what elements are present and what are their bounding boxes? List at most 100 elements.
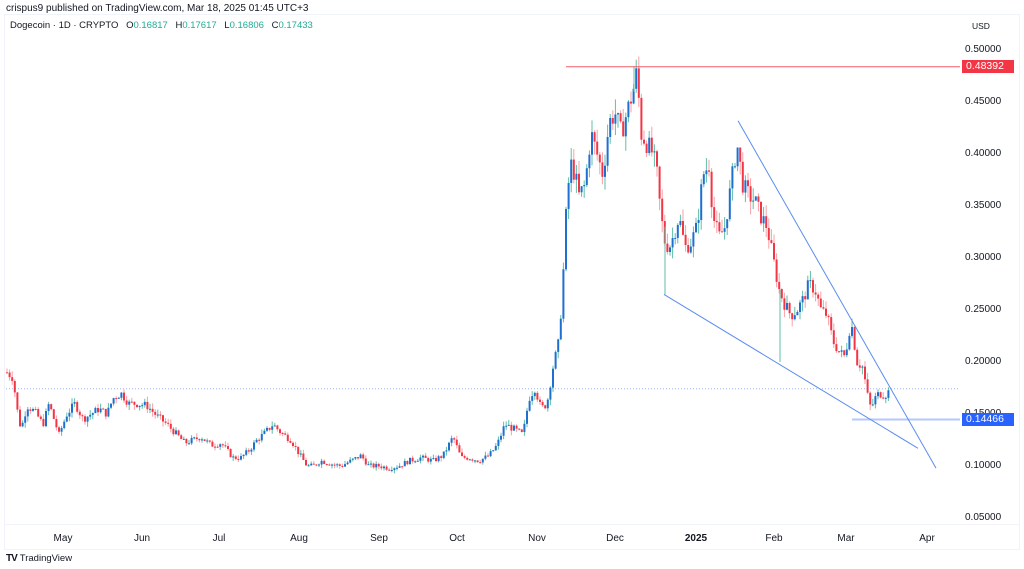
candle-body	[89, 414, 92, 417]
candle-body	[258, 439, 261, 441]
candle-body	[453, 438, 456, 440]
candle-body	[877, 392, 879, 397]
candle-body	[299, 453, 302, 455]
candle-body	[583, 185, 586, 187]
candle-body	[325, 464, 328, 466]
candle-body	[427, 457, 430, 462]
candle-body	[741, 161, 744, 193]
candle-body	[528, 400, 531, 411]
candle-body	[635, 68, 638, 89]
candle-body	[640, 97, 643, 140]
candle-body	[307, 465, 310, 467]
candle-body	[570, 159, 573, 183]
price-tick-label: 0.45000	[965, 96, 1002, 107]
candle-body	[481, 458, 484, 463]
candle-body	[203, 439, 206, 441]
candle-body	[362, 454, 365, 459]
candle-body	[736, 147, 739, 167]
candle-body	[372, 463, 375, 468]
candle-body	[377, 463, 380, 467]
candle-body	[364, 458, 367, 465]
candle-body	[26, 409, 29, 417]
candle-body	[151, 408, 154, 412]
candle-body	[684, 234, 687, 246]
candle-body	[398, 466, 401, 468]
candle-body	[471, 459, 474, 461]
candle-body	[177, 430, 180, 436]
price-tick-label: 0.25000	[965, 304, 1002, 315]
currency-label[interactable]: USD	[972, 21, 990, 31]
candle-body	[396, 467, 398, 469]
candle-body	[476, 460, 479, 463]
candle-body	[697, 220, 700, 223]
candle-body	[227, 446, 229, 449]
candle-body	[650, 137, 653, 153]
candle-body	[804, 296, 807, 300]
candle-body	[721, 231, 723, 233]
candle-body	[214, 446, 216, 448]
tradingview-brand[interactable]: TV TradingView	[6, 553, 72, 564]
candle-body	[13, 380, 16, 393]
candle-body	[136, 404, 138, 408]
resistance-price-badge: 0.48392	[962, 60, 1014, 74]
candle-body	[260, 433, 263, 441]
candle-body	[858, 365, 861, 368]
candle-body	[666, 243, 669, 252]
candle-body	[812, 280, 814, 293]
candle-body	[359, 454, 362, 459]
candle-body	[487, 455, 489, 457]
candle-body	[424, 455, 427, 458]
candle-body	[349, 459, 352, 463]
candle-body	[279, 429, 281, 434]
candle-body	[484, 455, 487, 459]
candle-body	[273, 425, 276, 427]
candle-body	[242, 454, 245, 457]
candle-body	[567, 182, 570, 209]
candle-body	[312, 463, 315, 465]
candle-body	[58, 427, 60, 432]
candle-body	[380, 466, 383, 469]
candle-body	[728, 188, 731, 220]
price-tick-label: 0.30000	[965, 252, 1002, 263]
candle-body	[154, 411, 157, 415]
candle-body	[718, 222, 721, 232]
upper-wedge-trendline	[737, 120, 937, 469]
candle-body	[455, 439, 458, 446]
candle-body	[458, 445, 461, 453]
candle-body	[580, 186, 583, 193]
candle-body	[518, 428, 521, 430]
candle-body	[710, 171, 713, 208]
time-axis[interactable]	[5, 524, 1019, 549]
candle-body	[224, 445, 227, 447]
candle-body	[432, 458, 435, 460]
candle-body	[744, 180, 747, 193]
candle-body	[91, 413, 94, 415]
candle-body	[671, 238, 674, 248]
candle-body	[687, 245, 690, 253]
candle-body	[814, 292, 817, 295]
candle-body	[190, 437, 193, 444]
candle-body	[864, 366, 866, 380]
candle-body	[679, 220, 682, 225]
candle-body	[731, 166, 734, 189]
candle-body	[162, 415, 164, 422]
time-tick-label: Apr	[919, 533, 935, 544]
candle-body	[284, 433, 287, 435]
candle-body	[505, 425, 508, 427]
candle-body	[52, 409, 55, 419]
candle-body	[385, 466, 388, 470]
candle-body	[669, 247, 671, 252]
candle-body	[549, 387, 552, 400]
candle-body	[128, 401, 131, 405]
time-tick-label: Feb	[765, 533, 783, 544]
candle-body	[60, 428, 63, 432]
candle-body	[117, 397, 120, 399]
candle-body	[799, 302, 801, 312]
candle-body	[627, 101, 630, 118]
open-value: 0.16817	[133, 20, 168, 31]
candle-body	[357, 457, 359, 459]
candle-body	[874, 396, 877, 405]
candle-body	[838, 351, 840, 353]
candle-body	[167, 422, 170, 424]
